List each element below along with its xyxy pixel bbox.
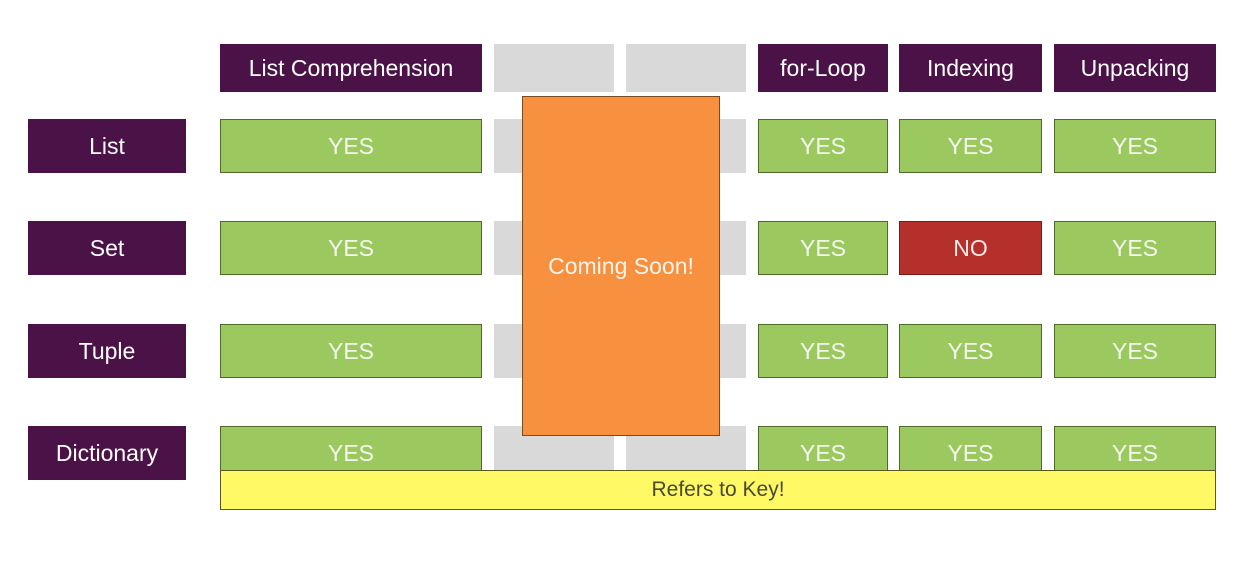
header-list-comprehension: List Comprehension xyxy=(220,44,482,92)
set-unpacking-cell: YES xyxy=(1054,221,1216,275)
set-list-comprehension-cell: YES xyxy=(220,221,482,275)
list-unpacking-cell: YES xyxy=(1054,119,1216,173)
row-label-list: List xyxy=(28,119,186,173)
tuple-unpacking-cell: YES xyxy=(1054,324,1216,378)
tuple-list-comprehension-cell: YES xyxy=(220,324,482,378)
header-placeholder-2 xyxy=(626,44,746,92)
list-for-loop-cell: YES xyxy=(758,119,888,173)
set-for-loop-cell: YES xyxy=(758,221,888,275)
header-unpacking: Unpacking xyxy=(1054,44,1216,92)
header-for-loop: for-Loop xyxy=(758,44,888,92)
tuple-indexing-cell: YES xyxy=(899,324,1042,378)
dictionary-note-banner: Refers to Key! xyxy=(220,470,1216,510)
tuple-for-loop-cell: YES xyxy=(758,324,888,378)
set-indexing-cell: NO xyxy=(899,221,1042,275)
list-indexing-cell: YES xyxy=(899,119,1042,173)
row-label-set: Set xyxy=(28,221,186,275)
row-label-dictionary: Dictionary xyxy=(28,426,186,480)
header-placeholder-1 xyxy=(494,44,614,92)
header-indexing: Indexing xyxy=(899,44,1042,92)
list-list-comprehension-cell: YES xyxy=(220,119,482,173)
row-label-tuple: Tuple xyxy=(28,324,186,378)
coming-soon-overlay: Coming Soon! xyxy=(522,96,720,436)
